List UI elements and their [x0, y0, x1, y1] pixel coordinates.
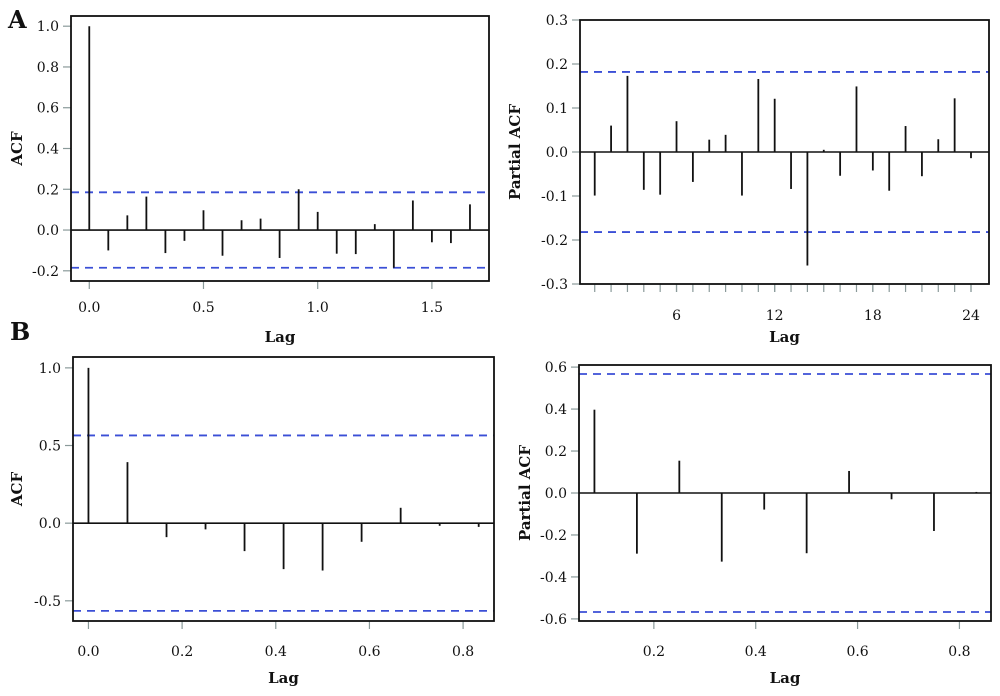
y-tick-label: 0.4: [37, 142, 59, 158]
x-tick-label: 18: [864, 308, 882, 324]
y-tick-label: 0.6: [37, 101, 59, 117]
y-axis-label: Partial ACF: [516, 445, 534, 541]
chart-A-right: -0.3 -0.2 -0.1 0.0 0.1 0.2 0.3 6 12 18 24 Lag Partia…: [506, 13, 990, 346]
x-tick-label: 0.0: [78, 300, 100, 316]
x-tick-label: 0.2: [643, 644, 665, 660]
plot-frame: [70, 15, 490, 282]
x-tick-label: 0.2: [171, 644, 193, 660]
chart-B-left: -0.5 0.0 0.5 1.0 0.0 0.2 0.4 0.6 0.8 Lag ACF: [8, 356, 495, 687]
y-tick-label: 0.5: [39, 439, 61, 455]
y-tick-label: 0.2: [546, 57, 568, 73]
x-tick-label: 0.8: [452, 644, 474, 660]
y-tick-label: 1.0: [39, 361, 61, 377]
x-tick-label: 0.4: [745, 644, 767, 660]
x-axis-label: Lag: [770, 669, 801, 687]
y-tick-label: 0.2: [545, 444, 567, 460]
y-tick-label: 0.2: [37, 182, 59, 198]
y-tick-label: 0.0: [545, 486, 567, 502]
x-tick-label: 0.6: [358, 644, 380, 660]
y-tick-label: 0.0: [37, 223, 59, 239]
y-tick-label: -0.2: [540, 528, 567, 544]
y-tick-label: -0.2: [32, 264, 59, 280]
y-axis-label: ACF: [8, 131, 26, 167]
plot-frame: [579, 19, 990, 285]
x-axis-label: Lag: [268, 669, 299, 687]
y-tick-label: 0.1: [546, 101, 568, 117]
y-tick-label: -0.2: [541, 233, 568, 249]
x-axis-label: Lag: [265, 328, 296, 346]
x-tick-label: 6: [672, 308, 681, 324]
y-tick-label: -0.3: [541, 277, 568, 293]
x-tick-label: 12: [766, 308, 784, 324]
y-tick-label: -0.1: [541, 189, 568, 205]
plot-frame: [578, 364, 992, 622]
x-tick-label: 0.0: [77, 644, 99, 660]
y-tick-label: 1.0: [37, 19, 59, 35]
y-tick-label: 0.0: [39, 516, 61, 532]
x-tick-label: 0.5: [192, 300, 214, 316]
x-tick-label: 0.8: [948, 644, 970, 660]
y-axis-label: ACF: [8, 472, 26, 508]
y-tick-label: 0.3: [546, 13, 568, 29]
panels-group: -0.2 0.0 0.2 0.4 0.6 0.8 1.0 0.0 0.5 1.0 1.5 Lag ACF…: [8, 13, 992, 687]
y-tick-label: -0.5: [34, 594, 61, 610]
y-tick-label: 0.6: [545, 360, 567, 376]
x-tick-label: 0.4: [265, 644, 287, 660]
panel-label-a: A: [7, 5, 27, 34]
plot-frame: [72, 356, 495, 622]
y-axis-label: Partial ACF: [506, 104, 524, 200]
y-tick-label: 0.4: [545, 402, 567, 418]
y-tick-label: 0.8: [37, 60, 59, 76]
panel-label-b: B: [10, 317, 30, 346]
x-tick-label: 0.6: [846, 644, 868, 660]
x-tick-label: 1.0: [307, 300, 329, 316]
y-tick-label: 0.0: [546, 145, 568, 161]
chart-B-right: -0.6 -0.4 -0.2 0.0 0.2 0.4 0.6 0.2 0.4 0.6 0.8 Lag P…: [516, 360, 992, 687]
chart-A-left: -0.2 0.0 0.2 0.4 0.6 0.8 1.0 0.0 0.5 1.0 1.5 Lag ACF: [8, 15, 490, 346]
x-axis-label: Lag: [769, 328, 800, 346]
y-tick-label: -0.6: [540, 612, 567, 628]
x-tick-label: 1.5: [421, 300, 443, 316]
y-tick-label: -0.4: [540, 570, 567, 586]
x-tick-label: 24: [962, 308, 980, 324]
